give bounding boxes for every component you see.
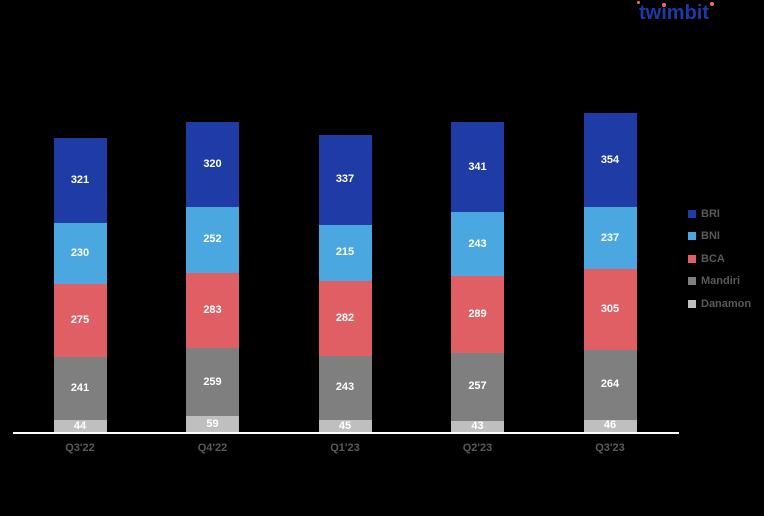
bar-segment-bni-Q422: 252: [186, 206, 239, 274]
legend: BRI BNI BCA Mandiri Danamon: [688, 206, 751, 319]
bar-segment-danamon-Q422: 59: [186, 416, 239, 432]
bar-value-label: 337: [335, 173, 355, 186]
bar-value-label: 43: [471, 419, 484, 432]
x-axis-label: Q1'23: [330, 442, 360, 454]
bar-segment-bri-Q323: 354: [583, 113, 637, 207]
bar-segment-bni-Q323: 237: [583, 206, 637, 270]
x-axis-label: Q3'22: [65, 442, 95, 454]
bar-segment-mandiri-Q123: 243: [318, 355, 372, 421]
bar-value-label: 257: [468, 380, 487, 393]
bar-segment-bri-Q422: 320: [186, 121, 239, 207]
bar-value-label: 305: [600, 303, 620, 316]
bar-segment-mandiri-Q422: 259: [186, 347, 239, 417]
bar-segment-bni-Q322: 230: [53, 223, 107, 284]
bar-value-label: 320: [203, 157, 222, 170]
logo-pink-dot: [637, 1, 640, 4]
bar-segment-bca-Q223: 289: [451, 276, 504, 353]
bar-value-label: 45: [338, 419, 352, 432]
bar-value-label: 289: [468, 308, 487, 320]
bar-segment-bni-Q123: 215: [318, 224, 372, 282]
legend-swatch-icon: [688, 209, 696, 218]
bar-value-label: 275: [70, 313, 90, 326]
legend-label: Danamon: [701, 297, 752, 310]
legend-swatch-icon: [688, 254, 696, 263]
bar-value-label: 243: [335, 381, 355, 394]
logo-pink-dot: [662, 3, 666, 7]
bar-value-label: 237: [600, 231, 620, 244]
bar-segment-mandiri-Q322: 241: [53, 356, 107, 421]
legend-item-mandiri: Mandiri: [688, 274, 751, 289]
bar-value-label: 252: [203, 233, 222, 246]
bar-segment-bri-Q223: 341: [451, 121, 504, 213]
twimbit-logo: tw ımbit: [637, 1, 714, 24]
bar-segment-bni-Q223: 243: [451, 212, 504, 277]
legend-label: BNI: [701, 230, 720, 242]
x-axis-label: Q2'23: [462, 442, 493, 454]
x-axis-line: [13, 432, 679, 434]
bar-segment-danamon-Q223: 43: [451, 419, 504, 432]
bar-value-label: 230: [70, 247, 90, 260]
bar-value-label: 321: [70, 174, 90, 187]
bar-segment-danamon-Q322: 44: [53, 419, 107, 432]
legend-item-bri: BRI: [688, 206, 751, 221]
bar-value-label: 243: [468, 237, 487, 250]
bar-value-label: 59: [206, 417, 219, 430]
bar-segment-mandiri-Q323: 264: [583, 350, 637, 420]
bar-value-label: 259: [203, 375, 222, 388]
bar-value-label: 283: [203, 304, 222, 317]
bar-segment-bca-Q322: 275: [53, 283, 107, 357]
legend-swatch-icon: [688, 299, 696, 308]
x-axis-label: Q3'23: [595, 442, 625, 454]
bar-value-label: 341: [468, 160, 487, 173]
legend-label: BCA: [701, 252, 725, 265]
bar-segment-mandiri-Q223: 257: [451, 352, 504, 421]
legend-item-bca: BCA: [688, 251, 751, 266]
bar-value-label: 264: [600, 378, 620, 391]
legend-swatch-icon: [688, 232, 696, 240]
bar-segment-bca-Q323: 305: [583, 269, 637, 351]
bar-value-label: 215: [335, 246, 355, 259]
legend-item-bni: BNI: [688, 229, 751, 244]
bar-value-label: 46: [603, 419, 617, 432]
bar-value-label: 44: [73, 419, 87, 432]
bar-segment-bca-Q123: 282: [318, 281, 372, 356]
bar-segment-bri-Q322: 321: [53, 138, 107, 224]
legend-swatch-icon: [688, 277, 696, 285]
logo-pink-dot: [710, 2, 714, 6]
bar-segment-danamon-Q323: 46: [583, 419, 637, 432]
bar-value-label: 241: [70, 382, 90, 395]
bar-segment-danamon-Q123: 45: [318, 419, 372, 432]
logo-letter-i: ı: [661, 2, 667, 24]
legend-label: BRI: [701, 207, 720, 220]
legend-label: Mandiri: [701, 275, 741, 287]
x-axis-label: Q4'22: [197, 442, 228, 454]
bar-segment-bri-Q123: 337: [318, 135, 372, 225]
bar-value-label: 354: [600, 153, 620, 166]
bar-segment-bca-Q422: 283: [186, 273, 239, 348]
legend-item-danamon: Danamon: [688, 296, 751, 311]
bar-value-label: 282: [335, 312, 355, 325]
